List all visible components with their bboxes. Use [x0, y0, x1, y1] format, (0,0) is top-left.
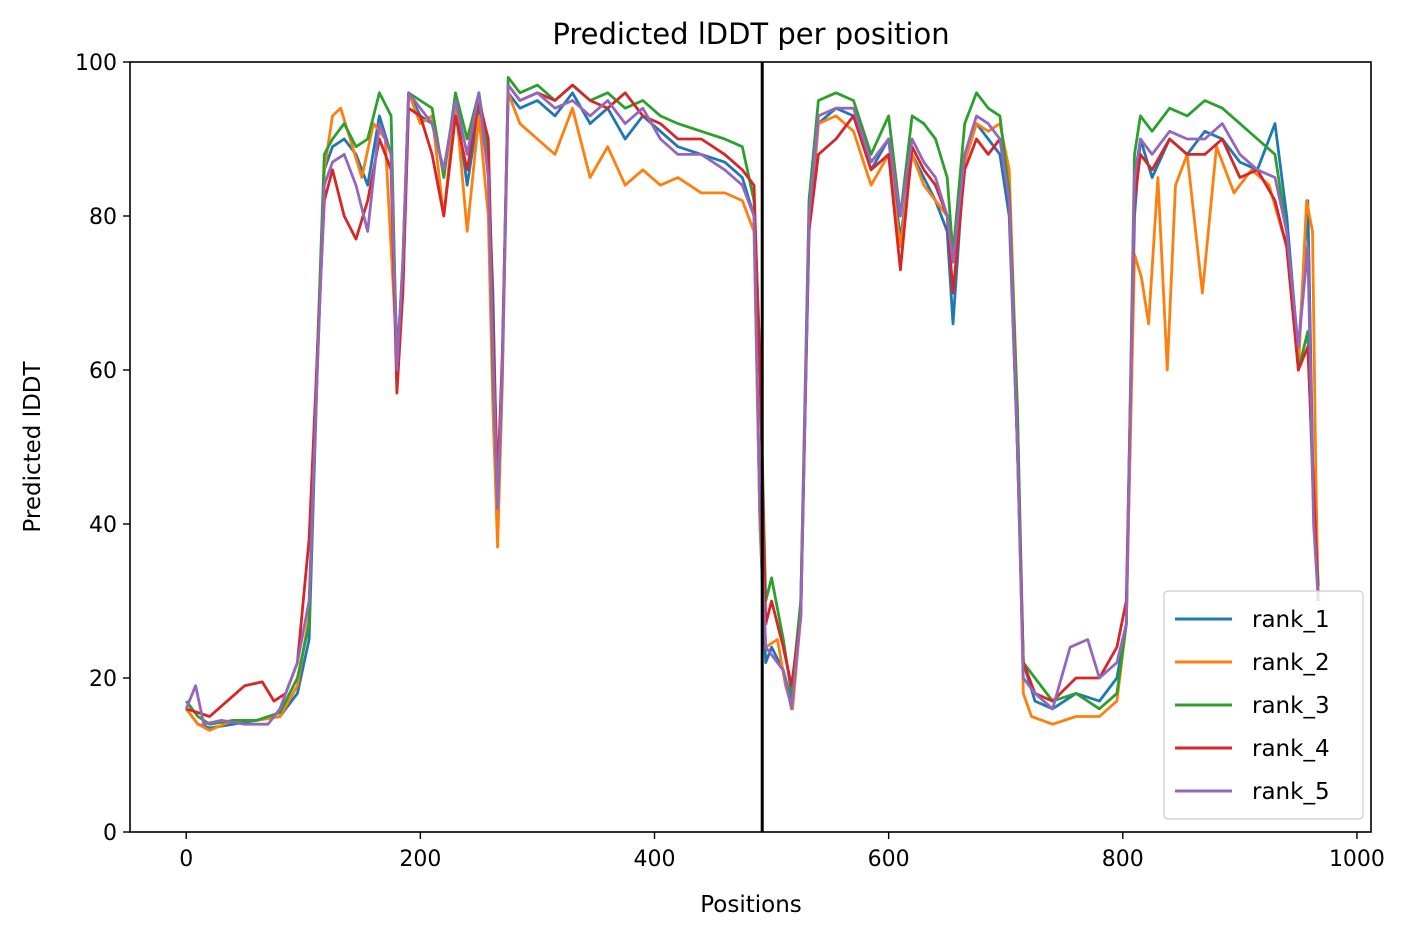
- x-tick-label: 0: [179, 847, 193, 872]
- x-tick-label: 800: [1102, 847, 1144, 872]
- y-axis-label: Predicted lDDT: [20, 360, 46, 532]
- y-tick-label: 20: [89, 667, 117, 692]
- y-tick-label: 0: [103, 821, 117, 846]
- legend-box: [1163, 590, 1364, 820]
- x-tick-label: 600: [868, 847, 910, 872]
- x-axis-ticks: 0 200 400 600 800 1000: [179, 832, 1385, 872]
- legend-label-rank_3: rank_3: [1252, 693, 1330, 719]
- legend-label-rank_2: rank_2: [1252, 650, 1330, 676]
- legend-label-rank_5: rank_5: [1252, 779, 1330, 805]
- x-tick-label: 400: [633, 847, 675, 872]
- y-tick-label: 40: [89, 513, 117, 538]
- plot-frame: [129, 61, 1372, 833]
- legend-label-rank_4: rank_4: [1252, 736, 1330, 762]
- x-axis-label: Positions: [700, 892, 802, 918]
- y-axis-ticks: 0 20 40 60 80 100: [75, 51, 130, 846]
- x-tick-label: 1000: [1329, 847, 1385, 872]
- legend-label-rank_1: rank_1: [1252, 607, 1330, 633]
- legend: rank_1 rank_2 rank_3 rank_4 rank_5: [1163, 590, 1364, 820]
- series-line-rank_2: [185, 91, 1320, 732]
- chart-title: Predicted lDDT per position: [552, 17, 949, 51]
- y-tick-label: 100: [75, 51, 117, 76]
- series-line-rank_4: [185, 83, 1320, 718]
- y-tick-label: 80: [89, 205, 117, 230]
- y-tick-label: 60: [89, 359, 117, 384]
- x-tick-label: 200: [399, 847, 441, 872]
